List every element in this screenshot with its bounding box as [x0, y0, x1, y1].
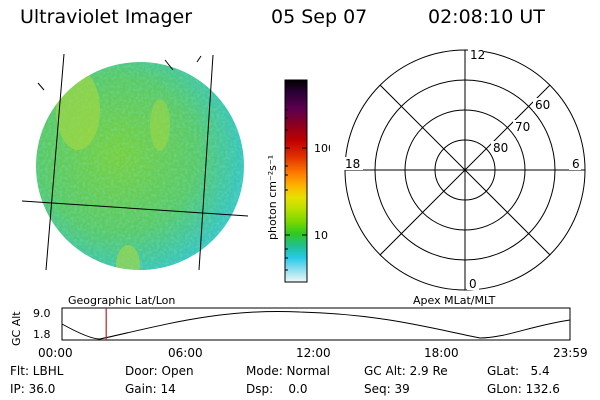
colorbar-tick-100: 100 [314, 142, 330, 155]
info-dsp: Dsp: 0.0 [246, 382, 308, 396]
timeline-xtick-1200: 12:00 [296, 346, 331, 360]
timeline-frame [61, 307, 571, 341]
info-gain: Gain: 14 [125, 382, 176, 396]
timeline-xtick-1800: 18:00 [424, 346, 459, 360]
colorbar-gradient [284, 79, 308, 283]
date-label: 05 Sep 07 [271, 6, 368, 28]
timeline-xtick-0600: 06:00 [168, 346, 203, 360]
info-door: Door: Open [125, 364, 194, 378]
colorbar: 100 10 photon cm⁻²s⁻¹ [266, 79, 330, 283]
polar-grid [344, 49, 586, 291]
info-glon: GLon: 132.6 [487, 382, 560, 396]
info-ip: IP: 36.0 [10, 382, 56, 396]
timeline-ylabel: GC Alt [10, 311, 23, 346]
instrument-title: Ultraviolet Imager [20, 6, 193, 28]
gc-alt-curve [61, 310, 571, 340]
lat-label-60: 60 [535, 98, 550, 112]
info-mode: Mode: Normal [246, 364, 330, 378]
polar-panel-label: Apex MLat/MLT [413, 294, 496, 307]
mlt-label-12: 12 [470, 48, 485, 62]
geo-grid-lines [21, 53, 249, 271]
timeline-xtick-0000: 00:00 [38, 346, 73, 360]
colorbar-unit-label: photon cm⁻²s⁻¹ [266, 155, 279, 240]
geo-panel-label: Geographic Lat/Lon [68, 294, 176, 307]
polar-grid-panel: 12 18 6 0 60 70 80 [343, 47, 586, 291]
time-label: 02:08:10 UT [428, 6, 545, 28]
timeline-xtick-2359: 23:59 [553, 346, 588, 360]
info-filter: Flt: LBHL [10, 364, 64, 378]
colorbar-tick-10: 10 [314, 229, 328, 242]
mlt-label-6: 6 [572, 157, 580, 171]
mlt-label-0: 0 [469, 277, 477, 291]
timeline-ytick-high: 9.0 [33, 307, 51, 320]
colorbar-ticks [285, 109, 307, 271]
lat-label-80: 80 [493, 141, 508, 155]
timeline-ytick-low: 1.8 [33, 328, 51, 341]
uv-disc [36, 62, 244, 270]
info-glat: GLat: 5.4 [487, 364, 550, 378]
lat-label-70: 70 [515, 120, 530, 134]
mlt-label-18: 18 [345, 157, 360, 171]
gc-alt-timeline: GC Alt 9.0 1.8 00:00 06:00 12:00 18:00 2… [10, 307, 588, 360]
geo-image-panel [21, 53, 249, 271]
info-gc-alt: GC Alt: 2.9 Re [364, 364, 448, 378]
info-seq: Seq: 39 [364, 382, 410, 396]
